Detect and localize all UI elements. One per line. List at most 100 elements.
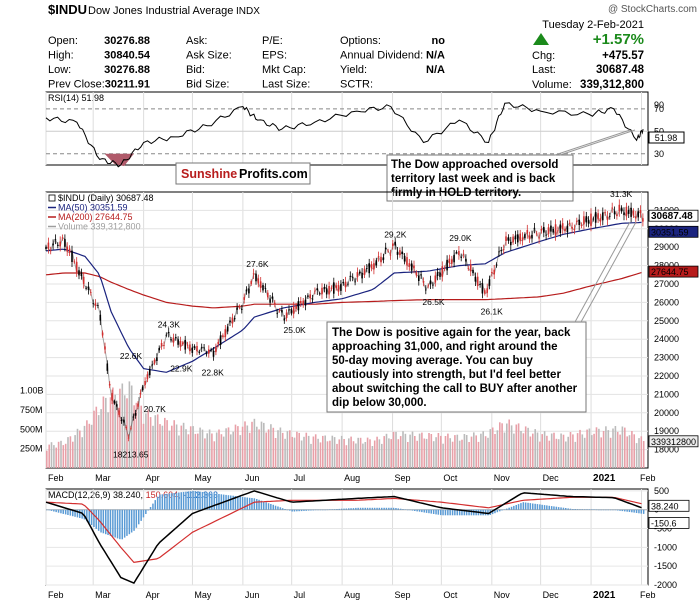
volume-bar bbox=[631, 431, 633, 468]
field-label: Bid Size: bbox=[186, 79, 229, 91]
macd-histogram-bar bbox=[119, 509, 121, 540]
price-candle-body bbox=[212, 350, 215, 357]
x-tick-label: Aug bbox=[344, 590, 360, 600]
macd-histogram-bar bbox=[423, 509, 425, 513]
macd-histogram-bar bbox=[588, 509, 591, 510]
price-candle-body bbox=[120, 419, 123, 422]
rsi-oversold-fill bbox=[104, 153, 134, 167]
price-candle-body bbox=[606, 216, 609, 220]
macd-histogram-bar bbox=[616, 509, 619, 511]
macd-histogram-bar bbox=[126, 509, 128, 536]
volume-bar bbox=[553, 432, 555, 468]
volume-bar bbox=[503, 432, 506, 468]
macd-histogram-bar bbox=[105, 509, 107, 535]
volume-bar bbox=[442, 443, 444, 468]
volume-bar bbox=[112, 387, 114, 468]
price-candle-body bbox=[566, 225, 569, 233]
price-annotation: 18213.65 bbox=[113, 450, 149, 460]
volume-bar bbox=[199, 427, 201, 468]
price-candle-body bbox=[205, 353, 208, 355]
watermark: @ StockCharts.com bbox=[608, 4, 697, 15]
price-tick-label: 20000 bbox=[654, 408, 679, 418]
volume-bar bbox=[510, 425, 513, 468]
macd-histogram-bar bbox=[314, 509, 317, 511]
macd-histogram-bar bbox=[355, 507, 357, 510]
field-value: 30276.88 bbox=[104, 64, 150, 76]
rsi-tick-label: 50 bbox=[654, 126, 664, 136]
price-candle-body bbox=[526, 230, 529, 234]
macd-histogram-bar bbox=[350, 508, 352, 510]
volume-bar bbox=[560, 433, 562, 468]
price-candle-body bbox=[259, 281, 262, 288]
quote-date: Tuesday 2-Feb-2021 bbox=[542, 19, 644, 31]
volume-bar bbox=[499, 422, 501, 468]
volume-bar bbox=[258, 429, 260, 468]
price-candle-body bbox=[507, 237, 510, 241]
price-candle-body bbox=[547, 227, 550, 234]
macd-histogram-bar bbox=[359, 507, 362, 510]
price-candle-body bbox=[436, 272, 439, 276]
macd-histogram-bar bbox=[364, 507, 366, 510]
volume-bar bbox=[404, 433, 407, 468]
price-candle-body bbox=[472, 269, 474, 274]
price-candle-body bbox=[474, 276, 477, 282]
macd-histogram-bar bbox=[567, 508, 569, 510]
macd-histogram-bar bbox=[230, 495, 232, 510]
volume-bar bbox=[357, 437, 359, 468]
macd-histogram-bar bbox=[506, 508, 508, 510]
volume-bar bbox=[67, 437, 69, 468]
price-tick-label: 21000 bbox=[654, 389, 679, 399]
volume-bar bbox=[97, 415, 100, 468]
volume-bar bbox=[447, 433, 449, 468]
volume-bar bbox=[572, 434, 574, 468]
macd-histogram-bar bbox=[574, 509, 576, 510]
volume-bar bbox=[319, 442, 322, 468]
price-candle-body bbox=[271, 296, 274, 299]
x-tick-label: May bbox=[194, 590, 212, 600]
macd-histogram-bar bbox=[307, 509, 310, 511]
rsi-last-box bbox=[648, 131, 685, 144]
price-candle-body bbox=[139, 393, 142, 395]
volume-bar bbox=[562, 434, 565, 468]
rsi-line bbox=[45, 102, 644, 168]
volume-bar bbox=[539, 441, 541, 468]
macd-histogram-bar bbox=[53, 509, 55, 512]
macd-histogram-bar bbox=[281, 508, 284, 510]
price-candle-body bbox=[141, 386, 144, 391]
volume-bar bbox=[90, 424, 93, 468]
price-annotation: 27.6K bbox=[246, 259, 269, 269]
price-candle-body bbox=[337, 285, 340, 292]
macd-histogram-bar bbox=[116, 509, 119, 539]
price-candle-body bbox=[215, 346, 217, 352]
rsi-annotation-pointer bbox=[554, 129, 631, 156]
price-candle-body bbox=[602, 212, 604, 221]
price-candle-body bbox=[519, 233, 521, 241]
macd-histogram-bar bbox=[90, 509, 93, 526]
legend-entry: MA(200) 27644.75 bbox=[58, 212, 133, 222]
volume-bar bbox=[402, 431, 404, 468]
volume-bar bbox=[350, 436, 352, 468]
price-candle-body bbox=[396, 251, 399, 255]
price-candle-body bbox=[257, 278, 260, 284]
macd-histogram-bar bbox=[399, 508, 402, 510]
macd-histogram-bar bbox=[128, 509, 131, 535]
macd-histogram-bar bbox=[470, 509, 473, 516]
price-candle-body bbox=[323, 287, 326, 289]
volume-bar bbox=[76, 428, 79, 468]
macd-histogram-bar bbox=[579, 509, 581, 510]
price-annotation: 29.2K bbox=[384, 230, 407, 240]
volume-bar bbox=[473, 432, 475, 468]
volume-bar bbox=[454, 435, 456, 468]
price-candle-body bbox=[377, 256, 380, 258]
macd-grid bbox=[45, 489, 648, 586]
volume-bar bbox=[343, 439, 345, 468]
price-candle-body bbox=[116, 404, 118, 407]
price-candle-body bbox=[104, 346, 106, 350]
volume-bar bbox=[267, 429, 270, 468]
macd-histogram-bar bbox=[376, 507, 378, 510]
macd-histogram-bar bbox=[416, 509, 418, 512]
volume-bar bbox=[119, 388, 121, 468]
rsi-annotation-line: firmly in HOLD territory. bbox=[391, 187, 521, 199]
price-candle-body bbox=[590, 213, 592, 226]
